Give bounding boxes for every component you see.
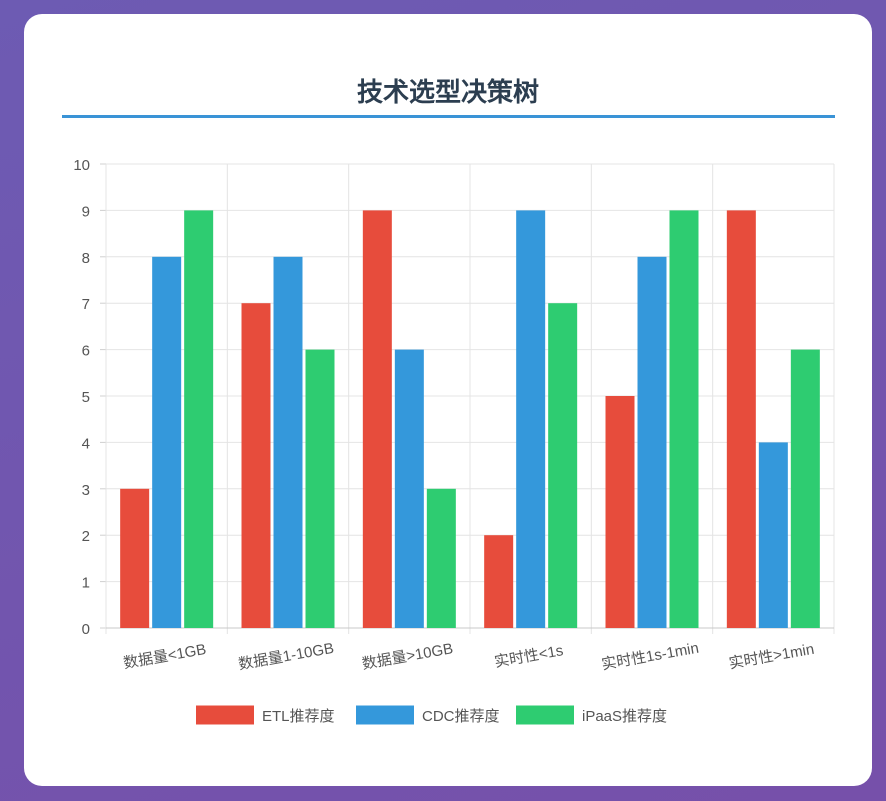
bar xyxy=(605,396,635,628)
bar xyxy=(394,349,424,628)
y-tick-label: 8 xyxy=(82,250,90,267)
bar xyxy=(184,210,214,628)
legend-item[interactable]: ETL推荐度 xyxy=(196,705,335,726)
bar xyxy=(241,303,271,628)
legend-item[interactable]: iPaaS推荐度 xyxy=(516,705,667,726)
legend-label: iPaaS推荐度 xyxy=(582,708,667,725)
y-tick-label: 0 xyxy=(82,621,90,638)
y-tick-label: 1 xyxy=(82,575,90,592)
bar xyxy=(548,303,578,628)
bar xyxy=(152,256,182,628)
x-tick-label: 数据量>10GB xyxy=(361,640,455,673)
y-tick-label: 3 xyxy=(82,482,90,499)
y-tick-label: 6 xyxy=(82,343,90,360)
legend-label: ETL推荐度 xyxy=(262,708,335,725)
legend: ETL推荐度 CDC推荐度 iPaaS推荐度 xyxy=(196,705,667,726)
bar xyxy=(362,210,392,628)
y-tick-label: 9 xyxy=(82,203,90,220)
y-tick-label: 4 xyxy=(82,435,90,452)
page-title: 技术选型决策树 xyxy=(356,78,539,108)
legend-swatch xyxy=(516,705,574,725)
y-tick-label: 7 xyxy=(82,296,90,313)
legend-swatch xyxy=(196,705,254,725)
grid-lines xyxy=(100,163,835,634)
x-tick-label: 实时性>1min xyxy=(728,641,816,673)
bar xyxy=(790,349,820,628)
legend-swatch xyxy=(356,705,414,725)
bar xyxy=(758,442,788,628)
y-tick-label: 2 xyxy=(82,528,90,545)
bars xyxy=(120,210,820,628)
bar xyxy=(637,256,667,628)
y-tick-label: 10 xyxy=(73,157,90,174)
title-divider xyxy=(62,115,835,118)
legend-label: CDC推荐度 xyxy=(422,708,500,725)
bar xyxy=(516,210,546,628)
x-tick-label: 数据量1-10GB xyxy=(237,640,335,674)
x-tick-label: 数据量<1GB xyxy=(122,641,207,672)
bar xyxy=(120,488,150,628)
y-tick-label: 5 xyxy=(82,389,90,406)
bar xyxy=(484,535,514,628)
bar xyxy=(426,488,456,628)
legend-item[interactable]: CDC推荐度 xyxy=(356,705,500,726)
x-tick-label: 实时性<1s xyxy=(493,642,565,671)
bar xyxy=(726,210,756,628)
bar xyxy=(669,210,699,628)
bar xyxy=(305,349,335,628)
bar xyxy=(273,256,303,628)
x-tick-label: 实时性1s-1min xyxy=(600,640,700,674)
